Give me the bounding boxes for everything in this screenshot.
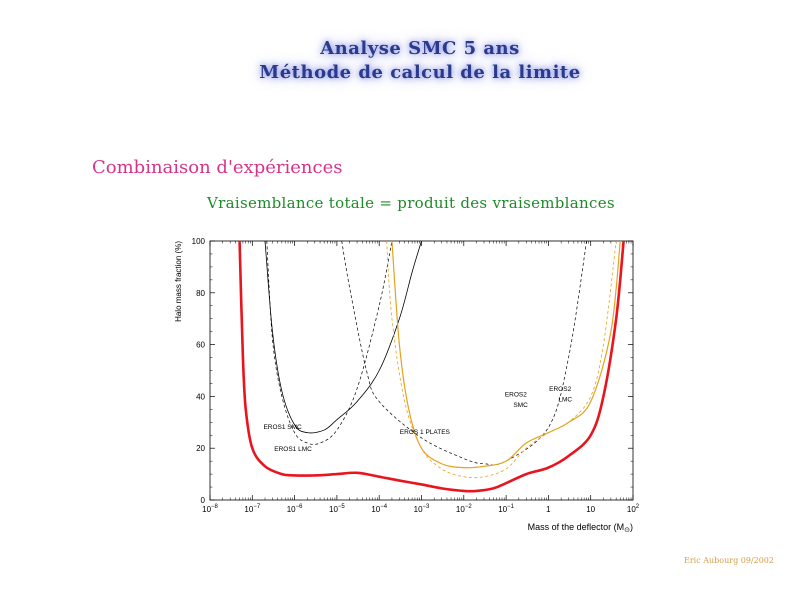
series-line-eros1-smc	[264, 241, 422, 434]
curve-annotation: EROS 1 PLATES	[400, 429, 451, 436]
x-axis-label: Mass of the deflector (M⊙)	[528, 522, 633, 534]
author-credit: Eric Aubourg 09/2002	[684, 556, 774, 565]
x-tick-label: 10−5	[329, 504, 345, 514]
curve-annotation: EROS1 LMC	[274, 446, 312, 453]
x-tick-label: 10−4	[371, 504, 387, 514]
x-tick-label: 1	[546, 505, 551, 514]
x-tick-label: 10−1	[498, 504, 514, 514]
y-tick-label: 60	[196, 341, 205, 350]
series-line-eros2-smc	[391, 241, 621, 469]
y-axis-label: Halo mass fraction (%)	[174, 241, 183, 322]
y-tick-label: 0	[201, 496, 206, 505]
curve-annotation: EROS1 SMC	[263, 424, 302, 431]
x-tick-label: 10−2	[456, 504, 472, 514]
section-title: Combinaison d'expériences	[92, 157, 343, 178]
curve-annotation: EROS2	[505, 391, 527, 398]
title-line-1: Analyse SMC 5 ans	[320, 38, 520, 59]
y-tick-label: 40	[196, 392, 205, 401]
x-tick-label: 10−6	[287, 504, 303, 514]
series-line-eros1-lmc	[266, 241, 393, 445]
y-tick-label: 80	[196, 289, 205, 298]
x-tick-label: 10	[586, 505, 595, 514]
x-tick-label: 10−8	[202, 504, 218, 514]
x-tick-label: 102	[627, 504, 640, 514]
series-line-eros2-lmc	[386, 241, 617, 479]
curve-annotation: EROS2	[549, 386, 571, 393]
title-line-2: Méthode de calcul de la limite	[259, 62, 581, 83]
plot-area: 10−8 10−7 10−6 10−5 10−4 10−3 10−2 10−1 1 10 102 0 2…	[174, 237, 640, 534]
x-tick-label: 10−7	[244, 504, 260, 514]
plot-frame	[209, 240, 634, 501]
series-line-eros1-plates	[341, 241, 587, 466]
curve-annotation: SMC	[513, 402, 528, 409]
x-tick-label: 10−3	[414, 504, 430, 514]
curve-annotation: LMC	[558, 397, 572, 404]
y-tick-label: 100	[192, 237, 206, 246]
y-tick-label: 20	[196, 444, 205, 453]
likelihood-formula: Vraisemblance totale = produit des vrais…	[207, 194, 615, 212]
series-line-combined	[238, 241, 625, 493]
